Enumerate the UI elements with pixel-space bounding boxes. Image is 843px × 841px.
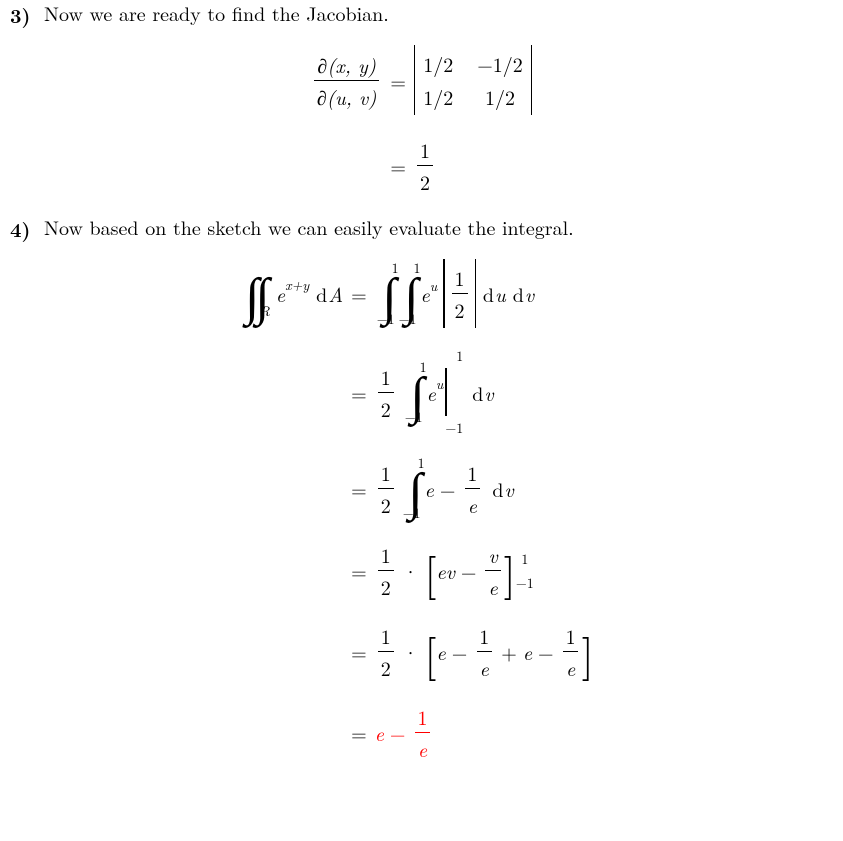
abs-jacobian: 1 2 — [443, 259, 476, 328]
step-4-label: 4) — [10, 214, 36, 243]
step-3: 3) Now we are ready to find the Jacobian… — [10, 0, 833, 29]
equals-sign: = — [390, 66, 406, 95]
step-3-label: 3) — [10, 0, 36, 29]
integral-derivation: ∫ ∫ R ex+y dA = 1 ∫ −1 — [10, 259, 833, 763]
determinant: 1/2 −1/2 1/2 1/2 — [414, 45, 532, 115]
step-4: 4) Now based on the sketch we can easily… — [10, 214, 833, 243]
jacobian-result: 1 2 — [417, 135, 433, 196]
step-4-text: Now based on the sketch we can easily ev… — [44, 214, 574, 240]
final-answer: e − 1 e — [375, 702, 434, 763]
evaluation-bar: 1 −1 — [445, 348, 463, 436]
document-page: 3) Now we are ready to find the Jacobian… — [0, 0, 843, 801]
jacobian-lhs: ∂(x, y) ∂(u, v) — [314, 50, 379, 111]
jacobian-equation: ∂(x, y) ∂(u, v) = 1/2 −1/2 1/2 1/2 — [10, 45, 833, 196]
step-3-text: Now we are ready to find the Jacobian. — [44, 0, 389, 26]
